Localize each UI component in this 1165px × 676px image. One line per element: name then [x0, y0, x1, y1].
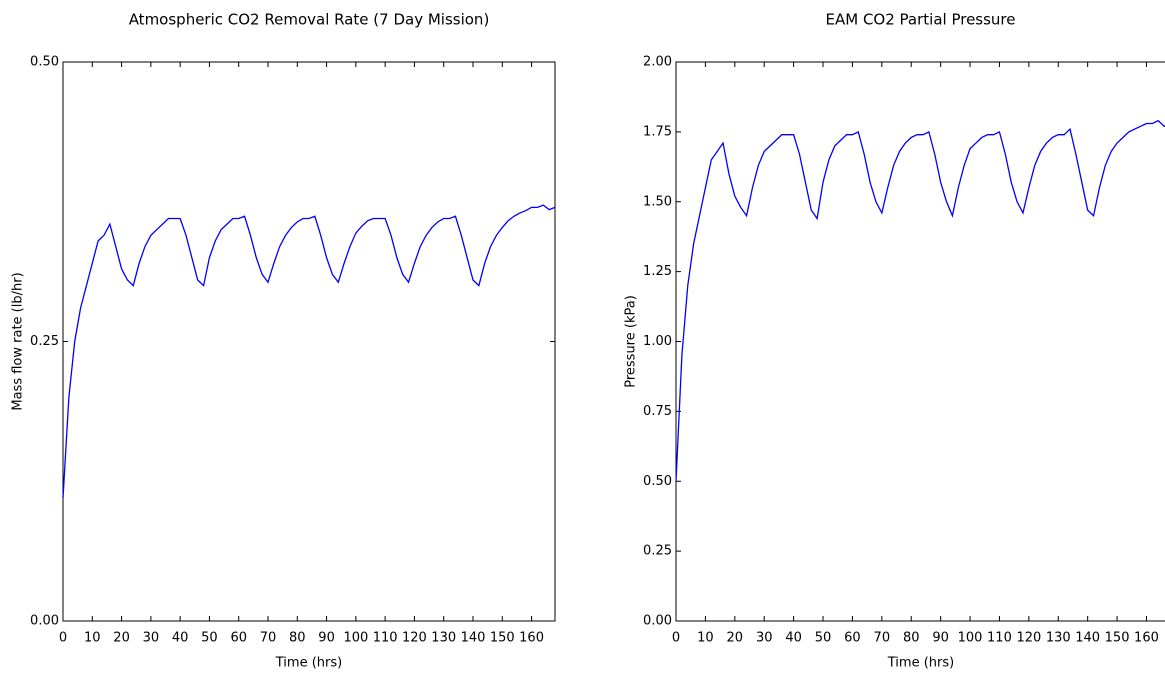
x-tick-label: 30: [143, 631, 160, 646]
x-tick-label: 20: [113, 631, 130, 646]
x-tick-label: 0: [672, 631, 680, 646]
y-tick-label: 0.50: [30, 55, 59, 70]
y-tick-label: 1.75: [643, 124, 672, 139]
y-tick-label: 1.00: [643, 334, 672, 349]
x-tick-label: 90: [318, 631, 335, 646]
x-tick-label: 110: [987, 631, 1012, 646]
x-tick-label: 140: [461, 631, 486, 646]
chart-title: Atmospheric CO2 Removal Rate (7 Day Miss…: [129, 11, 490, 29]
x-tick-label: 50: [201, 631, 218, 646]
x-tick-label: 100: [958, 631, 983, 646]
x-tick-label: 80: [289, 631, 306, 646]
y-tick-label: 2.00: [643, 55, 672, 70]
y-tick-label: 0.50: [643, 474, 672, 489]
x-tick-label: 90: [932, 631, 949, 646]
y-tick-label: 0.25: [30, 334, 59, 349]
x-tick-label: 60: [230, 631, 247, 646]
data-line: [62, 204, 556, 499]
x-axis-label: Time (hrs): [887, 656, 954, 671]
x-tick-label: 40: [785, 631, 802, 646]
plot-area: [62, 61, 556, 622]
y-tick-label: 1.25: [643, 264, 672, 279]
x-tick-label: 70: [874, 631, 891, 646]
x-tick-label: 100: [343, 631, 368, 646]
y-tick-label: 1.50: [643, 194, 672, 209]
x-tick-label: 50: [815, 631, 832, 646]
x-tick-label: 120: [1016, 631, 1041, 646]
x-tick-label: 30: [756, 631, 773, 646]
x-tick-label: 0: [59, 631, 67, 646]
y-tick-label: 0.00: [643, 614, 672, 629]
x-tick-label: 70: [260, 631, 277, 646]
data-line: [675, 119, 1165, 482]
x-tick-label: 160: [519, 631, 544, 646]
x-tick-label: 60: [844, 631, 861, 646]
x-tick-label: 130: [431, 631, 456, 646]
x-tick-label: 150: [1105, 631, 1130, 646]
x-tick-label: 160: [1134, 631, 1159, 646]
y-tick-label: 0.25: [643, 544, 672, 559]
x-tick-label: 40: [172, 631, 189, 646]
x-tick-label: 120: [402, 631, 427, 646]
x-tick-label: 80: [903, 631, 920, 646]
chart-title: EAM CO2 Partial Pressure: [826, 11, 1016, 29]
x-tick-label: 130: [1046, 631, 1071, 646]
y-axis-label: Pressure (kPa): [624, 295, 639, 388]
x-tick-label: 150: [490, 631, 515, 646]
x-tick-label: 140: [1075, 631, 1100, 646]
x-axis-label: Time (hrs): [275, 656, 342, 671]
y-tick-label: 0.00: [30, 614, 59, 629]
x-tick-label: 10: [84, 631, 101, 646]
y-tick-label: 0.75: [643, 404, 672, 419]
plot-area: [675, 61, 1165, 622]
x-tick-label: 20: [727, 631, 744, 646]
y-axis-label: Mass flow rate (lb/hr): [11, 272, 26, 410]
x-tick-label: 10: [697, 631, 714, 646]
x-tick-label: 110: [373, 631, 398, 646]
